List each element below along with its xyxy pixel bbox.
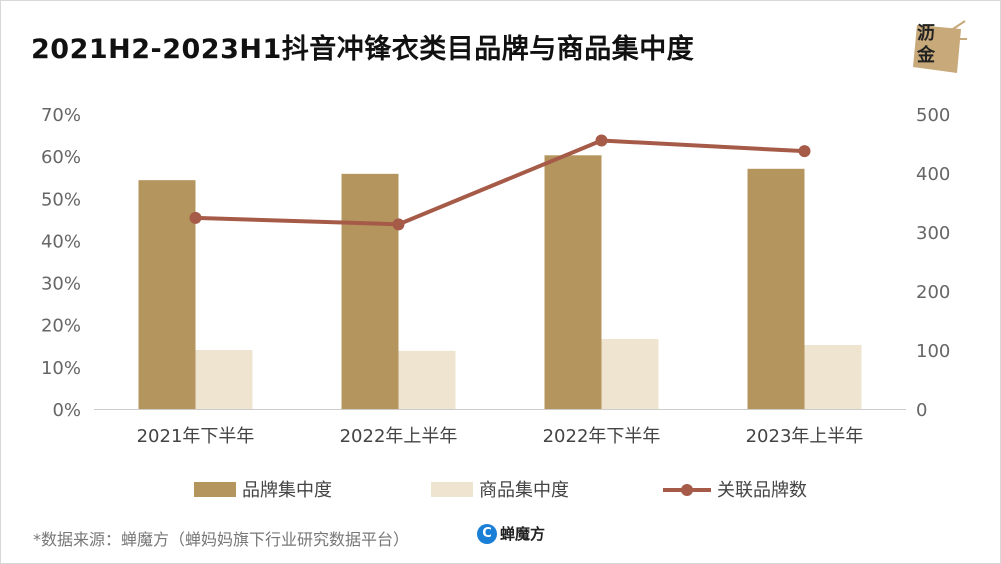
chanmofang-logo-icon: C	[477, 523, 497, 544]
left-tick-label: 40%	[41, 231, 81, 252]
left-tick-label: 70%	[41, 105, 81, 126]
right-tick-label: 400	[916, 164, 950, 185]
x-tick-label: 2022年下半年	[543, 426, 661, 447]
brand-concentration-bar	[544, 155, 602, 409]
brand-count-point	[595, 134, 608, 147]
brand-count-point	[392, 218, 405, 231]
chart-title: 2021H2-2023H1抖音冲锋衣类目品牌与商品集中度	[31, 34, 695, 65]
x-tick-label: 2023年上半年	[746, 426, 864, 447]
logo-text: 沥 金	[917, 23, 935, 67]
right-tick-label: 200	[916, 282, 950, 303]
legend: 品牌集中度 商品集中度 关联品牌数	[194, 480, 807, 501]
x-tick-label: 2022年上半年	[340, 426, 458, 447]
logo-mark-icon	[913, 20, 967, 73]
brand-count-point	[189, 211, 202, 224]
product-concentration-bar	[195, 350, 253, 409]
data-source-note: *数据来源：蝉魔方（蝉妈妈旗下行业研究数据平台）	[33, 530, 410, 549]
legend-line-marker	[681, 484, 693, 496]
brand-count-line	[195, 138, 805, 227]
logo-line2: 金	[917, 45, 935, 66]
legend-brand-swatch	[194, 482, 236, 497]
left-tick-label: 0%	[52, 400, 81, 421]
source-brand: C 蝉魔方	[477, 523, 545, 544]
left-axis: 0% 10% 20% 30% 40% 50% 60% 70%	[41, 105, 81, 421]
brand-concentration-bar	[341, 173, 399, 409]
combo-chart: 0% 10% 20% 30% 40% 50% 60% 70% 0 100 200 300 400 500…	[41, 105, 950, 501]
right-tick-label: 100	[916, 341, 950, 362]
product-concentration-bar	[398, 350, 456, 409]
legend-product-label: 商品集中度	[479, 480, 569, 501]
legend-brand-label: 品牌集中度	[242, 480, 332, 501]
legend-line-label: 关联品牌数	[717, 480, 807, 501]
right-tick-label: 0	[916, 400, 927, 421]
right-axis: 0 100 200 300 400 500	[916, 105, 950, 421]
product-concentration-bar	[804, 344, 862, 409]
left-tick-label: 50%	[41, 189, 81, 210]
left-tick-label: 30%	[41, 274, 81, 295]
right-tick-label: 500	[916, 105, 950, 126]
x-tick-label: 2021年下半年	[137, 426, 255, 447]
x-axis-labels: 2021年下半年 2022年上半年 2022年下半年 2023年上半年	[137, 426, 864, 447]
brand-concentration-bar	[747, 168, 805, 409]
source-brand-name: 蝉魔方	[500, 525, 546, 543]
brand-concentration-bar	[138, 180, 196, 409]
right-tick-label: 300	[916, 223, 950, 244]
left-tick-label: 60%	[41, 147, 81, 168]
watermark-logo: 沥 金	[909, 15, 969, 75]
bars-group	[138, 155, 862, 409]
line-series-group	[189, 134, 811, 231]
legend-product-swatch	[431, 482, 473, 497]
left-tick-label: 10%	[41, 358, 81, 379]
brand-count-point	[798, 145, 811, 158]
left-tick-label: 20%	[41, 316, 81, 337]
logo-line1: 沥	[917, 23, 935, 44]
product-concentration-bar	[601, 339, 659, 409]
